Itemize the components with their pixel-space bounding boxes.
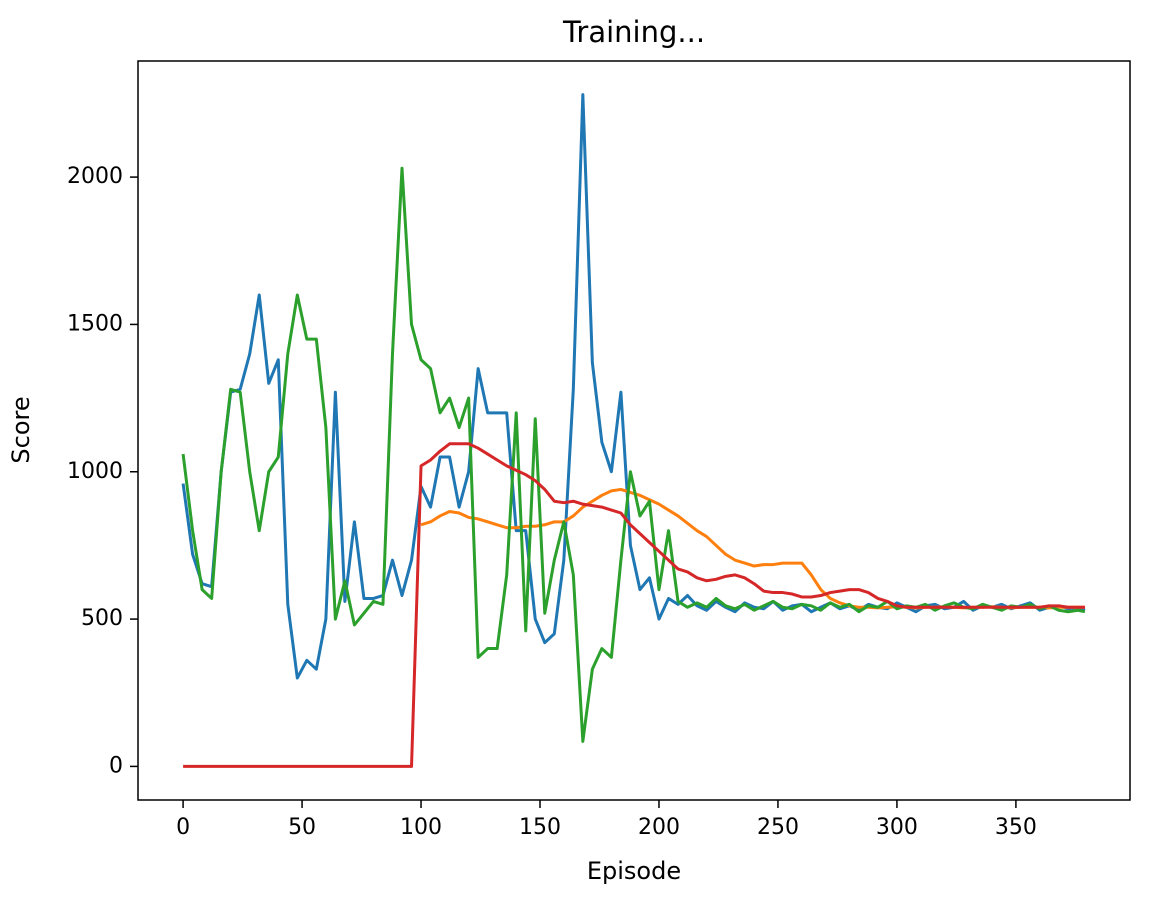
x-tick-label: 50 — [288, 815, 316, 840]
y-tick-label: 1500 — [67, 311, 123, 336]
y-tick-label: 0 — [109, 753, 123, 778]
axes-frame — [137, 60, 1131, 801]
line-series — [181, 93, 1086, 680]
line-series — [181, 166, 1086, 743]
x-tick-label: 250 — [757, 815, 799, 840]
x-tick-label: 150 — [519, 815, 561, 840]
x-tick-label: 300 — [876, 815, 918, 840]
x-axis-label: Episode — [587, 857, 681, 885]
x-tick-label: 350 — [995, 815, 1037, 840]
y-tick-label: 500 — [81, 606, 123, 631]
x-tick-label: 0 — [176, 815, 190, 840]
y-axis-label: Score — [7, 396, 35, 463]
y-tick-label: 1000 — [67, 459, 123, 484]
y-tick-label: 2000 — [67, 164, 123, 189]
chart-title: Training... — [562, 15, 705, 49]
x-tick-label: 200 — [638, 815, 680, 840]
x-tick-label: 100 — [400, 815, 442, 840]
line-series — [183, 442, 1085, 768]
